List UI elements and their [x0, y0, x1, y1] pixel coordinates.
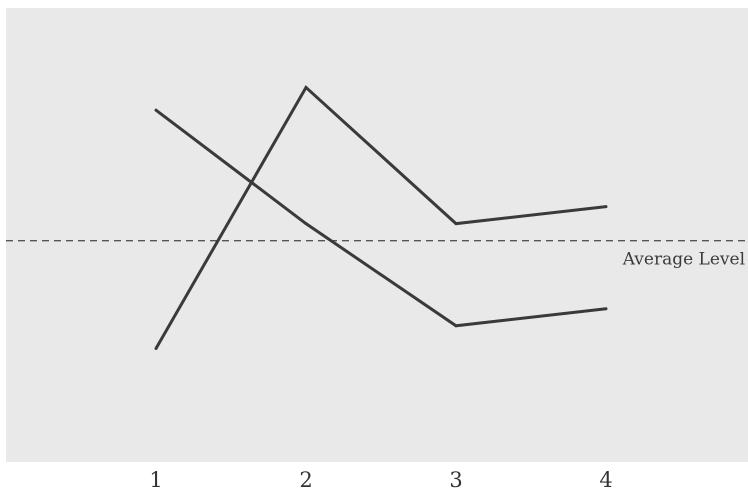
series-1-point-2 [304, 222, 308, 226]
series-2-point-1 [154, 347, 158, 350]
plot-background [6, 8, 748, 462]
series-2-point-3 [454, 222, 458, 226]
series-1-point-1 [154, 108, 158, 112]
x-tick-label-3: 3 [449, 468, 462, 492]
series-2-point-2 [304, 85, 308, 89]
x-tick-label-2: 2 [299, 468, 312, 492]
series-line-2 [154, 85, 607, 350]
series-1-point-4 [604, 307, 608, 311]
x-tick-label-1: 1 [149, 468, 162, 492]
series-2-point-4 [604, 205, 608, 209]
x-tick-label-4: 4 [599, 468, 612, 492]
average-level-label: Average Level [622, 250, 745, 270]
series-1-point-3 [454, 324, 458, 328]
series-line-1 [155, 108, 607, 328]
